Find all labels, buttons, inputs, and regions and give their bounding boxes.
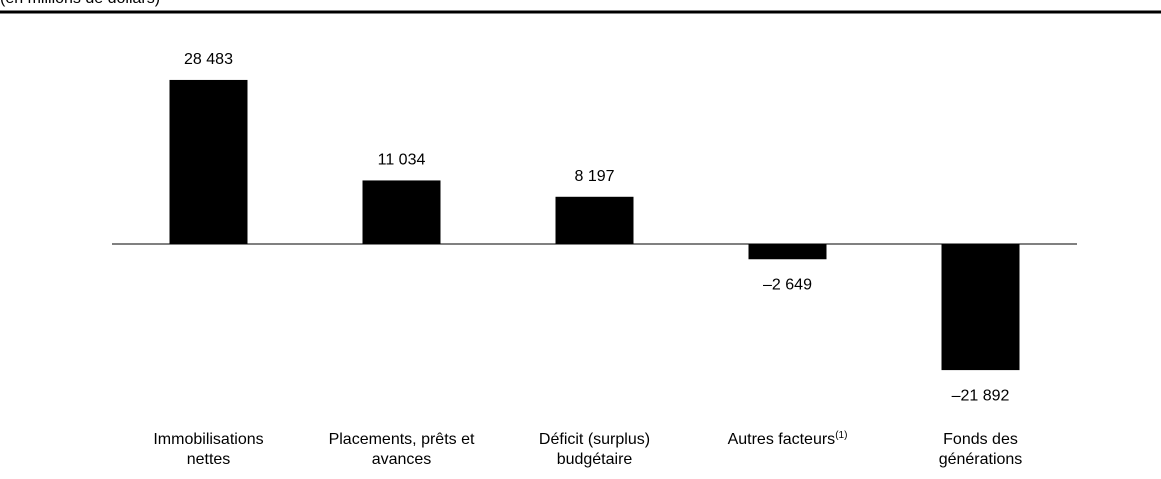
category-label: Autres facteurs(1)	[713, 430, 863, 450]
category-text: Immobilisations nettes	[153, 431, 264, 468]
category-text: Déficit (surplus) budgétaire	[538, 431, 651, 468]
bar	[748, 244, 827, 260]
data-label: 28 483	[184, 51, 233, 68]
category-label: Placements, prêts et avances	[327, 430, 477, 470]
data-label: 11 034	[378, 152, 426, 169]
data-label: –2 649	[763, 276, 812, 293]
category-label: Fonds des générations	[906, 430, 1056, 470]
category-text: Placements, prêts et avances	[328, 431, 475, 468]
bar	[169, 79, 248, 244]
data-label: 8 197	[574, 168, 614, 185]
subtitle: (en millions de dollars)	[0, 0, 160, 8]
category-label: Immobilisations nettes	[134, 430, 284, 470]
bar	[555, 196, 634, 244]
bar	[941, 244, 1020, 371]
bar	[362, 180, 441, 244]
category-label: Déficit (surplus) budgétaire	[520, 430, 670, 470]
category-text: Fonds des générations	[938, 431, 1023, 468]
footnote-mark: (1)	[835, 430, 848, 441]
data-label: –21 892	[952, 387, 1010, 404]
category-text: Autres facteurs	[727, 431, 836, 448]
